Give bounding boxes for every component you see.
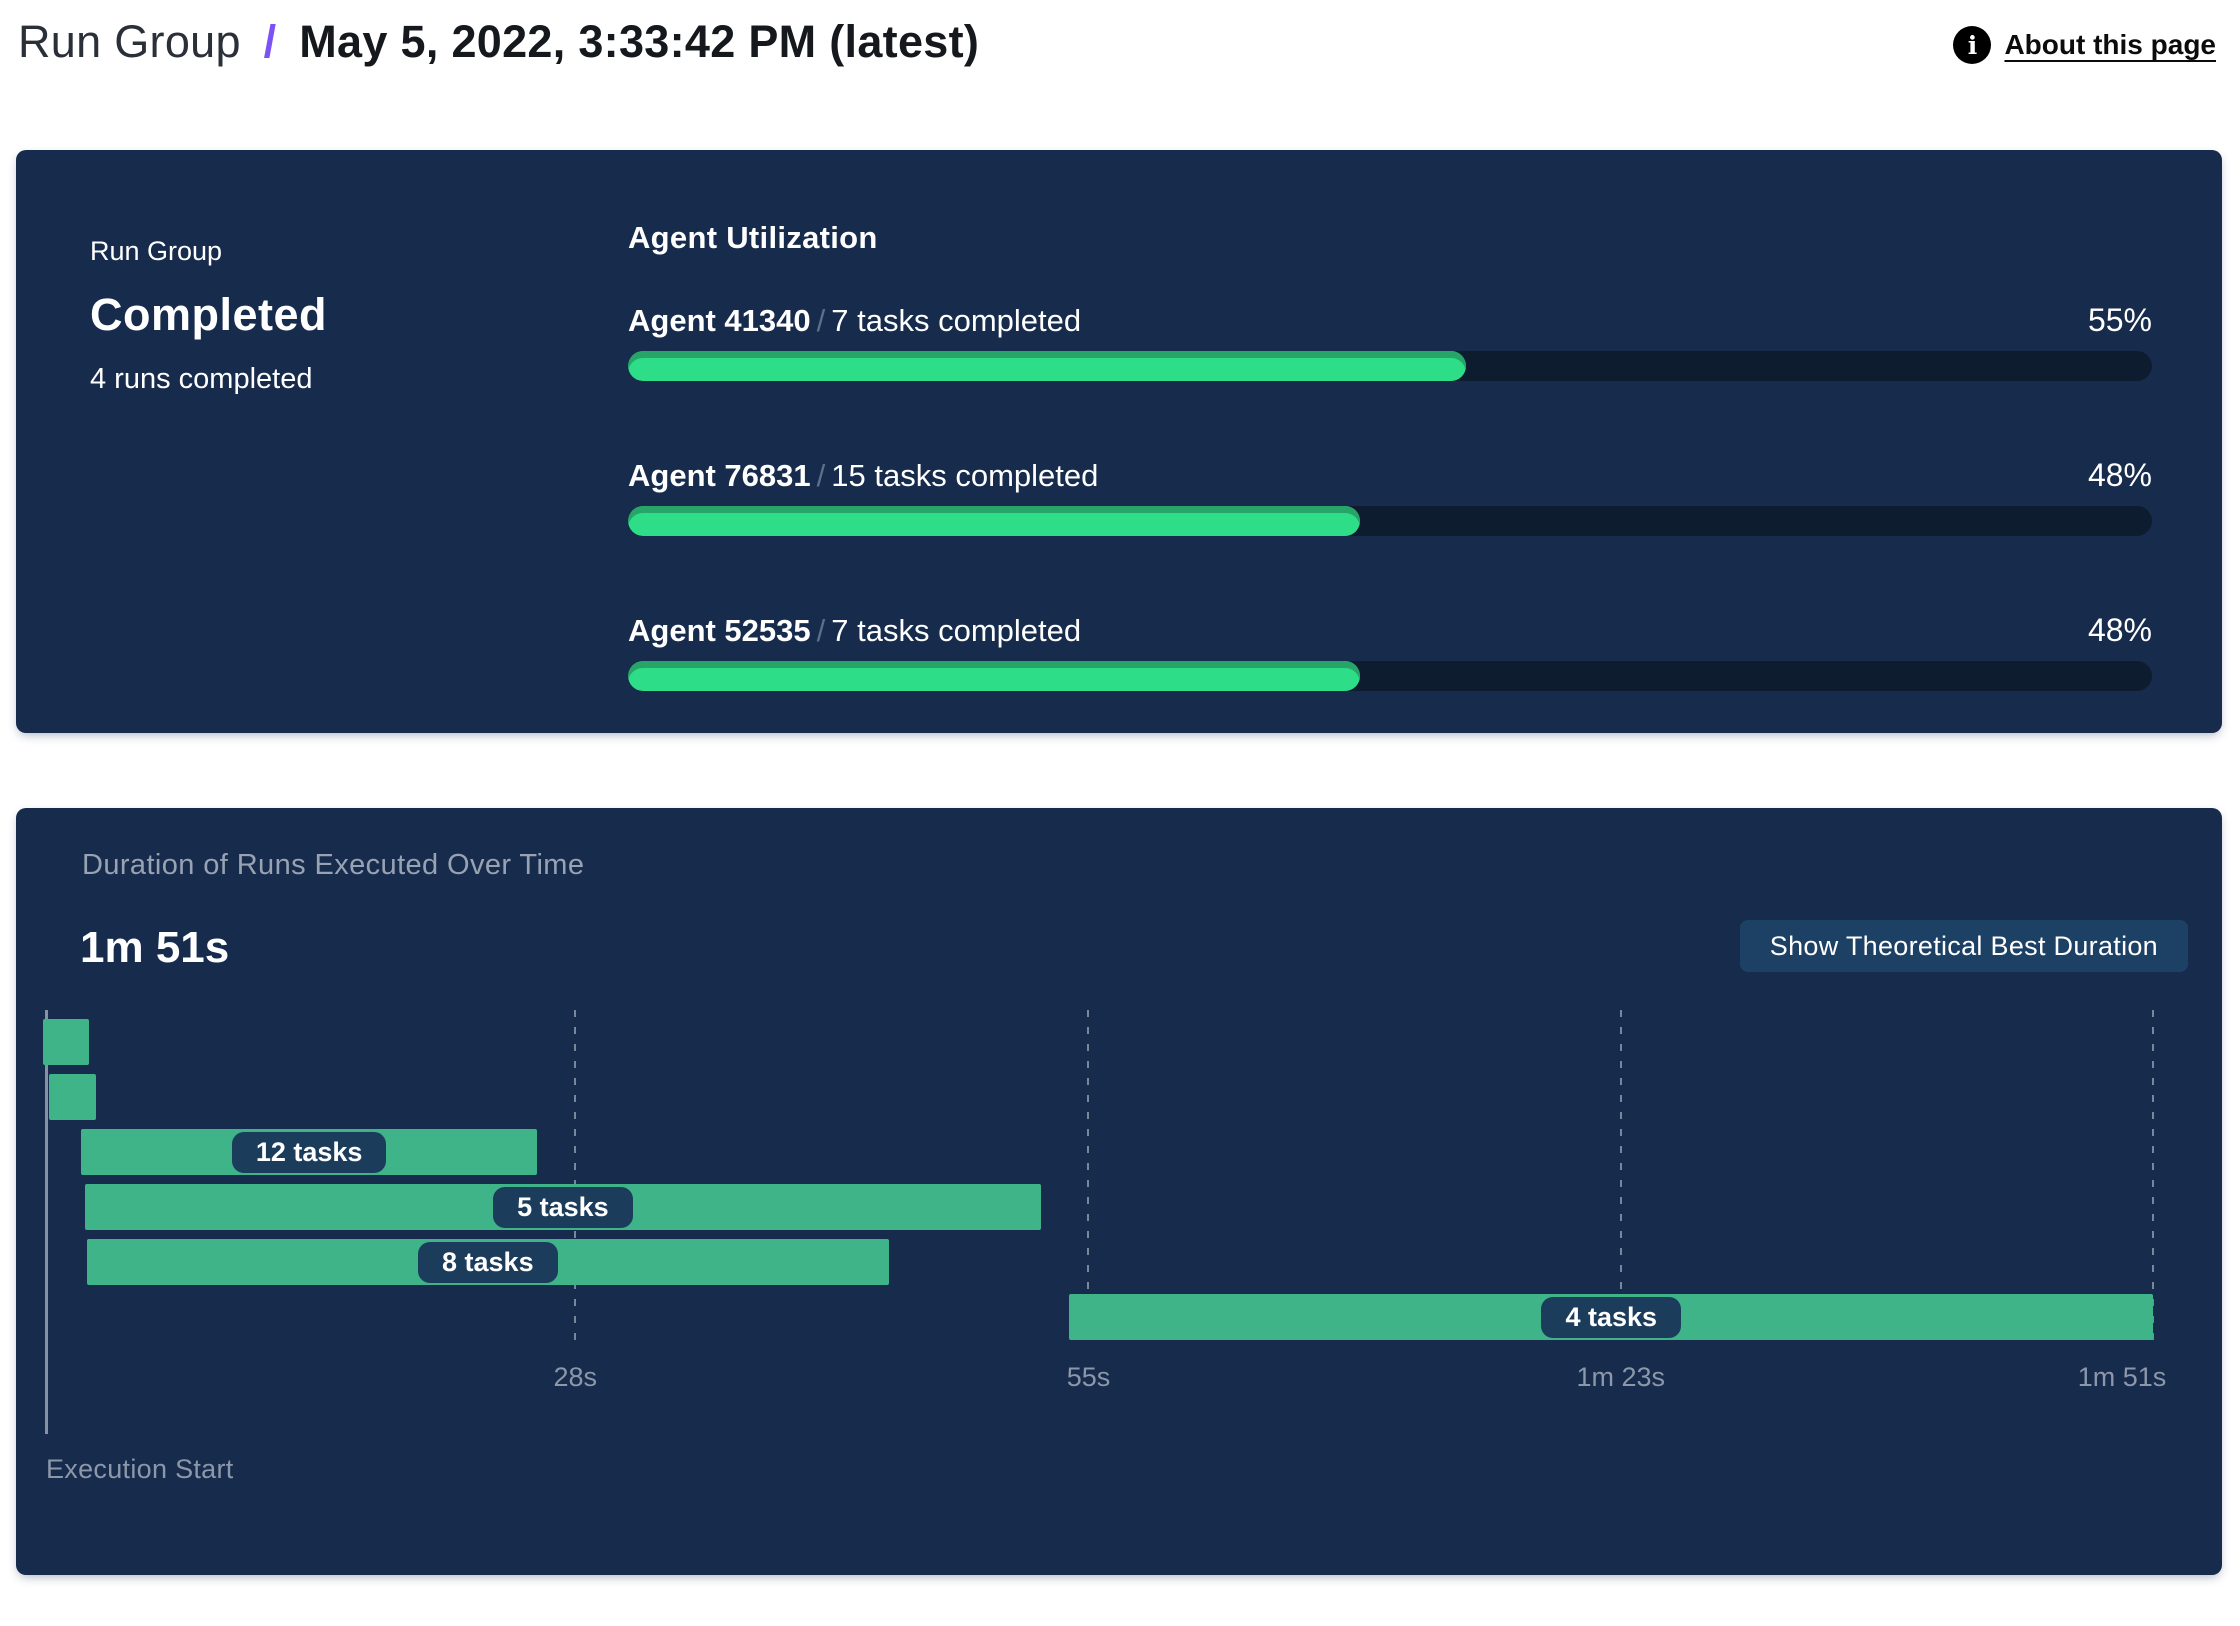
about-link-label: About this page [2004, 29, 2216, 60]
status-column: Run Group Completed 4 runs completed [90, 220, 628, 733]
gantt-run-bar[interactable] [43, 1019, 89, 1065]
execution-start-label: Execution Start [46, 1454, 234, 1484]
gantt-run-bar[interactable] [48, 1074, 97, 1120]
gantt-run-bar[interactable]: 5 tasks [84, 1184, 1041, 1230]
gantt-run-bar[interactable]: 4 tasks [1069, 1294, 2153, 1340]
agent-detail: 7 tasks completed [831, 303, 1082, 338]
status-label: Run Group [90, 236, 223, 266]
gantt-chart: 28s 55s 1m 23s 1m 51s 12 tasks 5 tasks 8 tasks… [43, 1010, 2166, 1434]
run-group-status-panel: Run Group Completed 4 runs completed Age… [16, 150, 2222, 733]
agent-utilization-row: Agent 76831/15 tasks completed 48% [628, 457, 2152, 536]
utilization-progressbar [628, 506, 2152, 536]
run-task-count-chip: 8 tasks [418, 1241, 558, 1283]
agent-label: Agent 41340/7 tasks completed [628, 303, 1081, 339]
x-axis-tick-label: 55s [1066, 1362, 1111, 1392]
utilization-progressbar [628, 351, 2152, 381]
run-task-count-chip: 4 tasks [1541, 1296, 1682, 1338]
agent-percent: 48% [2087, 457, 2152, 493]
total-duration-value: 1m 51s [80, 923, 230, 972]
gantt-run-bar[interactable]: 8 tasks [86, 1239, 889, 1285]
breadcrumb-run-group[interactable]: Run Group [18, 16, 241, 67]
agent-separator: / [816, 613, 826, 648]
agent-separator: / [816, 458, 826, 493]
agent-utilization-row: Agent 41340/7 tasks completed 55% [628, 302, 2152, 381]
agent-name: Agent 52535 [628, 613, 811, 648]
page-title: May 5, 2022, 3:33:42 PM (latest) [299, 16, 980, 67]
x-axis-tick-label: 1m 23s [1576, 1362, 1666, 1392]
info-icon: i [1953, 26, 1992, 64]
agent-utilization-section: Agent Utilization Agent 41340/7 tasks co… [628, 220, 2152, 733]
gantt-run-bar[interactable]: 12 tasks [81, 1129, 538, 1175]
duration-chart-panel: Duration of Runs Executed Over Time 1m 5… [16, 808, 2222, 1575]
breadcrumb: Run Group / May 5, 2022, 3:33:42 PM (lat… [18, 16, 979, 68]
page-header: Run Group / May 5, 2022, 3:33:42 PM (lat… [0, 0, 2240, 136]
show-theoretical-best-duration-button[interactable]: Show Theoretical Best Duration [1739, 920, 2188, 972]
agent-detail: 7 tasks completed [831, 613, 1082, 648]
run-task-count-chip: 5 tasks [493, 1186, 633, 1228]
execution-start-axis-line [45, 1010, 48, 1434]
x-axis-tick-label: 1m 51s [2077, 1362, 2167, 1392]
agent-percent: 55% [2087, 302, 2152, 338]
run-task-count-chip: 12 tasks [231, 1131, 387, 1173]
agent-utilization-row: Agent 52535/7 tasks completed 48% [628, 612, 2152, 691]
status-subtitle: 4 runs completed [90, 363, 313, 395]
agent-label: Agent 76831/15 tasks completed [628, 458, 1098, 494]
agent-name: Agent 76831 [628, 458, 811, 493]
chart-gridline [1087, 1010, 1090, 1348]
utilization-progressbar [628, 661, 2152, 691]
utilization-fill [628, 661, 1360, 691]
agent-utilization-title: Agent Utilization [628, 220, 878, 255]
agent-label: Agent 52535/7 tasks completed [628, 613, 1081, 649]
utilization-fill [628, 506, 1360, 536]
about-this-page-link[interactable]: i About this page [1953, 26, 2216, 64]
agent-name: Agent 41340 [628, 303, 811, 338]
chart-gridline [2152, 1010, 2154, 1348]
duration-chart-title: Duration of Runs Executed Over Time [82, 849, 585, 881]
x-axis-tick-label: 28s [553, 1362, 598, 1392]
chart-gridline [574, 1010, 577, 1348]
agent-separator: / [816, 303, 826, 338]
agent-detail: 15 tasks completed [831, 458, 1099, 493]
utilization-fill [628, 351, 1467, 381]
chart-gridline [1619, 1010, 1622, 1348]
status-value: Completed [90, 289, 328, 340]
breadcrumb-separator: / [263, 16, 277, 67]
agent-percent: 48% [2087, 612, 2152, 648]
